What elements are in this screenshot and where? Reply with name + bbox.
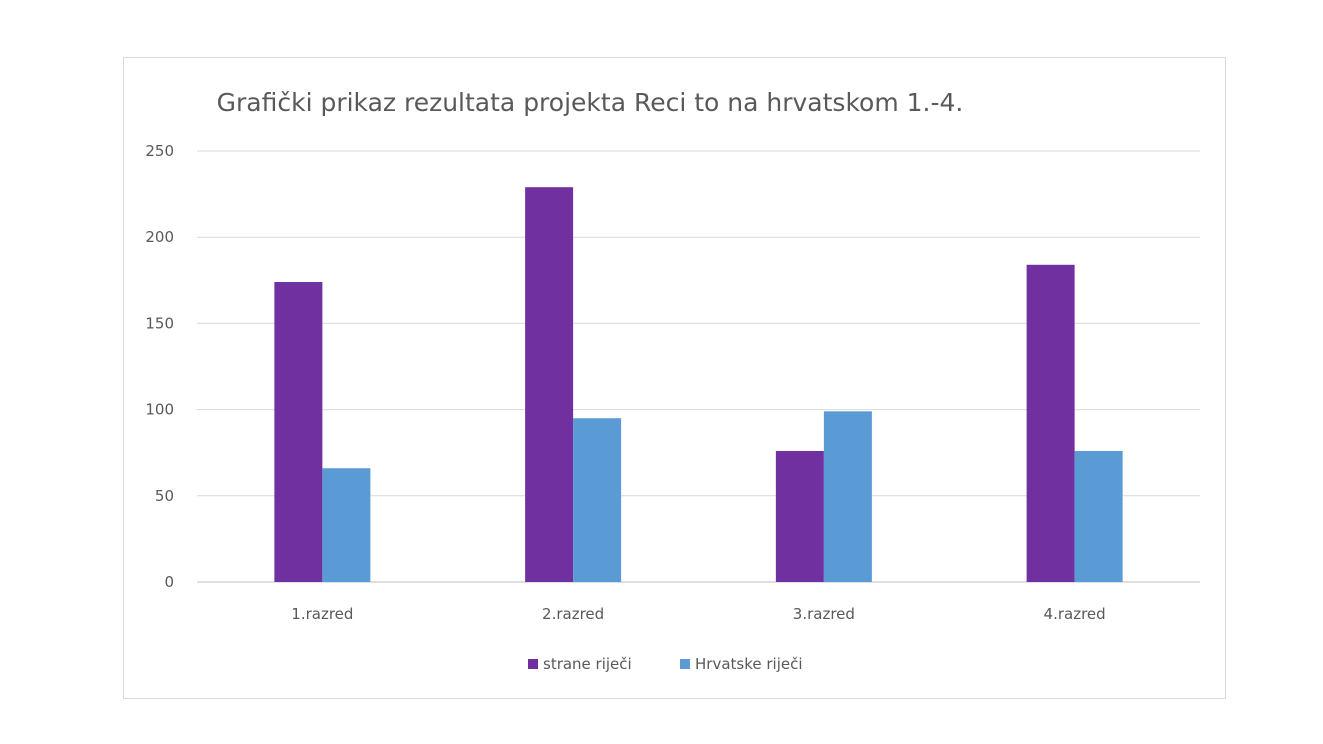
- bar-hrvatske-4: [1074, 450, 1123, 582]
- bars: [274, 187, 1123, 583]
- x-tick-label: 2.razred: [542, 605, 604, 623]
- x-tick-label: 3.razred: [793, 605, 855, 623]
- legend: strane riječi Hrvatske riječi: [528, 655, 803, 673]
- legend-swatch: [680, 659, 690, 669]
- legend-label: Hrvatske riječi: [695, 655, 803, 673]
- bar-hrvatske-1: [322, 468, 371, 582]
- bar-hrvatske-2: [573, 418, 622, 582]
- legend-label: strane riječi: [543, 655, 632, 673]
- x-tick-label: 4.razred: [1044, 605, 1106, 623]
- y-axis-ticks: 0 50 100 150 200 250: [145, 142, 174, 591]
- bar-strane-2: [525, 187, 574, 583]
- y-tick-label: 50: [155, 487, 174, 505]
- x-tick-label: 1.razred: [291, 605, 353, 623]
- y-tick-label: 100: [145, 401, 174, 419]
- y-tick-label: 200: [145, 228, 174, 246]
- y-tick-label: 250: [145, 142, 174, 160]
- x-axis-ticks: 1.razred 2.razred 3.razred 4.razred: [291, 605, 1105, 623]
- legend-swatch: [528, 659, 538, 669]
- y-tick-label: 0: [164, 573, 174, 591]
- bar-strane-4: [1026, 264, 1075, 582]
- bar-hrvatske-3: [823, 411, 872, 582]
- bar-strane-3: [775, 450, 824, 582]
- chart-title: Grafički prikaz rezultata projekta Reci …: [217, 88, 964, 117]
- y-tick-label: 150: [145, 314, 174, 332]
- bar-strane-1: [274, 282, 323, 582]
